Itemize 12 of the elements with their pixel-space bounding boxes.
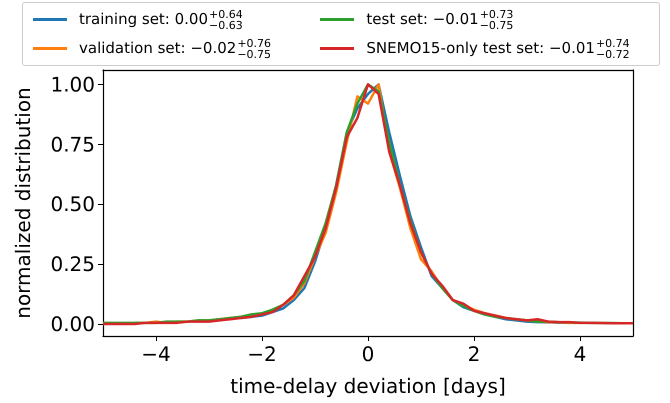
y-tick-label: 1.00: [50, 72, 95, 96]
x-tick-label: 2: [468, 342, 480, 366]
y-axis-title: normalized distribution: [11, 87, 35, 319]
x-tick-label: −4: [141, 342, 171, 366]
x-axis-title: time-delay deviation [days]: [230, 374, 506, 398]
x-tick-label: −2: [247, 342, 277, 366]
y-tick-label: 0.75: [50, 132, 95, 156]
y-tick-label: 0.25: [50, 252, 95, 276]
y-tick-label: 0.50: [50, 192, 95, 216]
x-tick-label: 0: [362, 342, 374, 366]
y-tick-label: 0.00: [50, 312, 95, 336]
x-tick-label: 4: [574, 342, 586, 366]
